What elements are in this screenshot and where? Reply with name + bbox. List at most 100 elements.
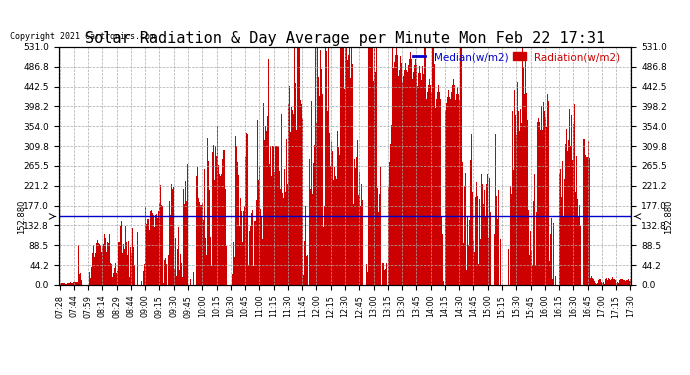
Bar: [257, 120, 258, 285]
Bar: [560, 169, 561, 285]
Bar: [150, 211, 151, 285]
Bar: [602, 282, 603, 285]
Bar: [460, 47, 461, 285]
Bar: [456, 93, 457, 285]
Bar: [338, 147, 339, 285]
Bar: [282, 193, 283, 285]
Bar: [304, 241, 305, 285]
Bar: [242, 243, 243, 285]
Bar: [479, 199, 480, 285]
Bar: [146, 224, 147, 285]
Bar: [205, 238, 206, 285]
Bar: [93, 244, 95, 285]
Bar: [542, 130, 543, 285]
Bar: [622, 279, 623, 285]
Bar: [396, 48, 397, 285]
Bar: [279, 171, 280, 285]
Bar: [114, 268, 115, 285]
Bar: [103, 244, 104, 285]
Bar: [77, 282, 78, 285]
Bar: [286, 184, 288, 285]
Bar: [572, 160, 573, 285]
Bar: [132, 228, 133, 285]
Bar: [285, 192, 286, 285]
Bar: [498, 190, 499, 285]
Bar: [415, 65, 417, 285]
Bar: [64, 283, 65, 285]
Bar: [589, 158, 590, 285]
Bar: [239, 226, 240, 285]
Bar: [361, 184, 362, 285]
Bar: [157, 219, 158, 285]
Bar: [448, 97, 450, 285]
Bar: [259, 166, 260, 285]
Bar: [80, 273, 81, 285]
Bar: [209, 189, 210, 285]
Bar: [532, 264, 533, 285]
Bar: [565, 144, 566, 285]
Bar: [489, 178, 490, 285]
Bar: [200, 205, 201, 285]
Bar: [614, 279, 615, 285]
Bar: [561, 197, 562, 285]
Bar: [320, 50, 321, 285]
Bar: [628, 279, 629, 285]
Bar: [119, 242, 120, 285]
Bar: [317, 47, 318, 285]
Bar: [275, 146, 276, 285]
Bar: [450, 99, 451, 285]
Bar: [234, 256, 235, 285]
Bar: [164, 260, 166, 285]
Bar: [397, 76, 399, 285]
Bar: [374, 47, 375, 285]
Bar: [154, 227, 155, 285]
Bar: [347, 60, 348, 285]
Bar: [411, 58, 412, 285]
Bar: [471, 192, 473, 285]
Bar: [591, 276, 592, 285]
Bar: [339, 47, 341, 285]
Bar: [586, 158, 587, 285]
Bar: [331, 142, 332, 285]
Bar: [116, 273, 117, 285]
Bar: [113, 273, 114, 285]
Bar: [508, 249, 509, 285]
Bar: [303, 275, 304, 285]
Bar: [270, 176, 272, 285]
Bar: [611, 279, 612, 285]
Bar: [431, 92, 432, 285]
Bar: [70, 282, 72, 285]
Bar: [423, 74, 424, 285]
Bar: [213, 145, 214, 285]
Bar: [348, 55, 349, 285]
Bar: [371, 47, 372, 285]
Bar: [283, 198, 284, 285]
Bar: [517, 82, 518, 285]
Bar: [265, 126, 266, 285]
Bar: [153, 214, 154, 285]
Bar: [620, 279, 622, 285]
Bar: [214, 180, 215, 285]
Bar: [159, 185, 161, 285]
Bar: [521, 123, 522, 285]
Bar: [96, 243, 97, 285]
Bar: [575, 192, 576, 285]
Bar: [102, 246, 103, 285]
Bar: [482, 184, 483, 285]
Bar: [537, 122, 538, 285]
Bar: [182, 277, 184, 285]
Bar: [244, 206, 245, 285]
Bar: [151, 210, 152, 285]
Bar: [179, 264, 181, 285]
Bar: [473, 241, 475, 285]
Bar: [262, 239, 263, 285]
Bar: [604, 284, 605, 285]
Bar: [573, 124, 574, 285]
Bar: [477, 196, 478, 285]
Bar: [467, 216, 468, 285]
Bar: [578, 217, 579, 285]
Bar: [497, 219, 498, 285]
Text: 152.880: 152.880: [664, 199, 673, 234]
Bar: [420, 73, 422, 285]
Bar: [250, 213, 252, 285]
